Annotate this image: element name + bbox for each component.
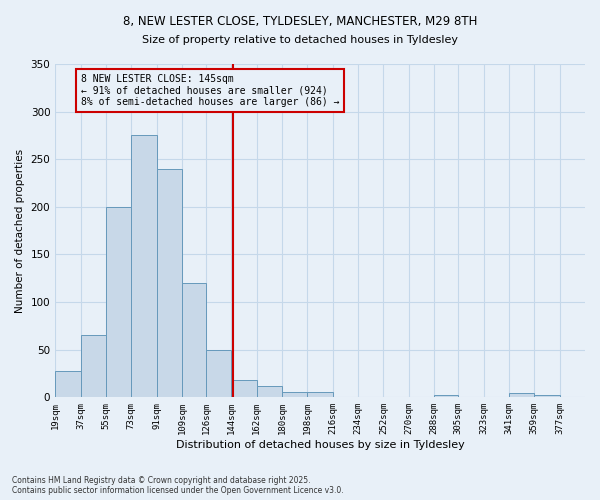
Text: Contains HM Land Registry data © Crown copyright and database right 2025.
Contai: Contains HM Land Registry data © Crown c…	[12, 476, 344, 495]
Bar	[232, 380, 257, 398]
Bar	[182, 283, 206, 398]
Text: Size of property relative to detached houses in Tyldesley: Size of property relative to detached ho…	[142, 35, 458, 45]
Bar	[106, 207, 131, 398]
Bar	[307, 392, 333, 398]
Bar	[282, 392, 307, 398]
Y-axis label: Number of detached properties: Number of detached properties	[15, 148, 25, 312]
Bar	[157, 169, 182, 398]
Bar	[257, 386, 282, 398]
Text: 8 NEW LESTER CLOSE: 145sqm
← 91% of detached houses are smaller (924)
8% of semi: 8 NEW LESTER CLOSE: 145sqm ← 91% of deta…	[80, 74, 339, 107]
Bar	[509, 392, 534, 398]
Bar	[55, 370, 80, 398]
Bar	[80, 336, 106, 398]
X-axis label: Distribution of detached houses by size in Tyldesley: Distribution of detached houses by size …	[176, 440, 464, 450]
Bar	[434, 396, 458, 398]
Text: 8, NEW LESTER CLOSE, TYLDESLEY, MANCHESTER, M29 8TH: 8, NEW LESTER CLOSE, TYLDESLEY, MANCHEST…	[123, 15, 477, 28]
Bar	[534, 396, 560, 398]
Bar	[206, 350, 232, 398]
Bar	[131, 136, 157, 398]
